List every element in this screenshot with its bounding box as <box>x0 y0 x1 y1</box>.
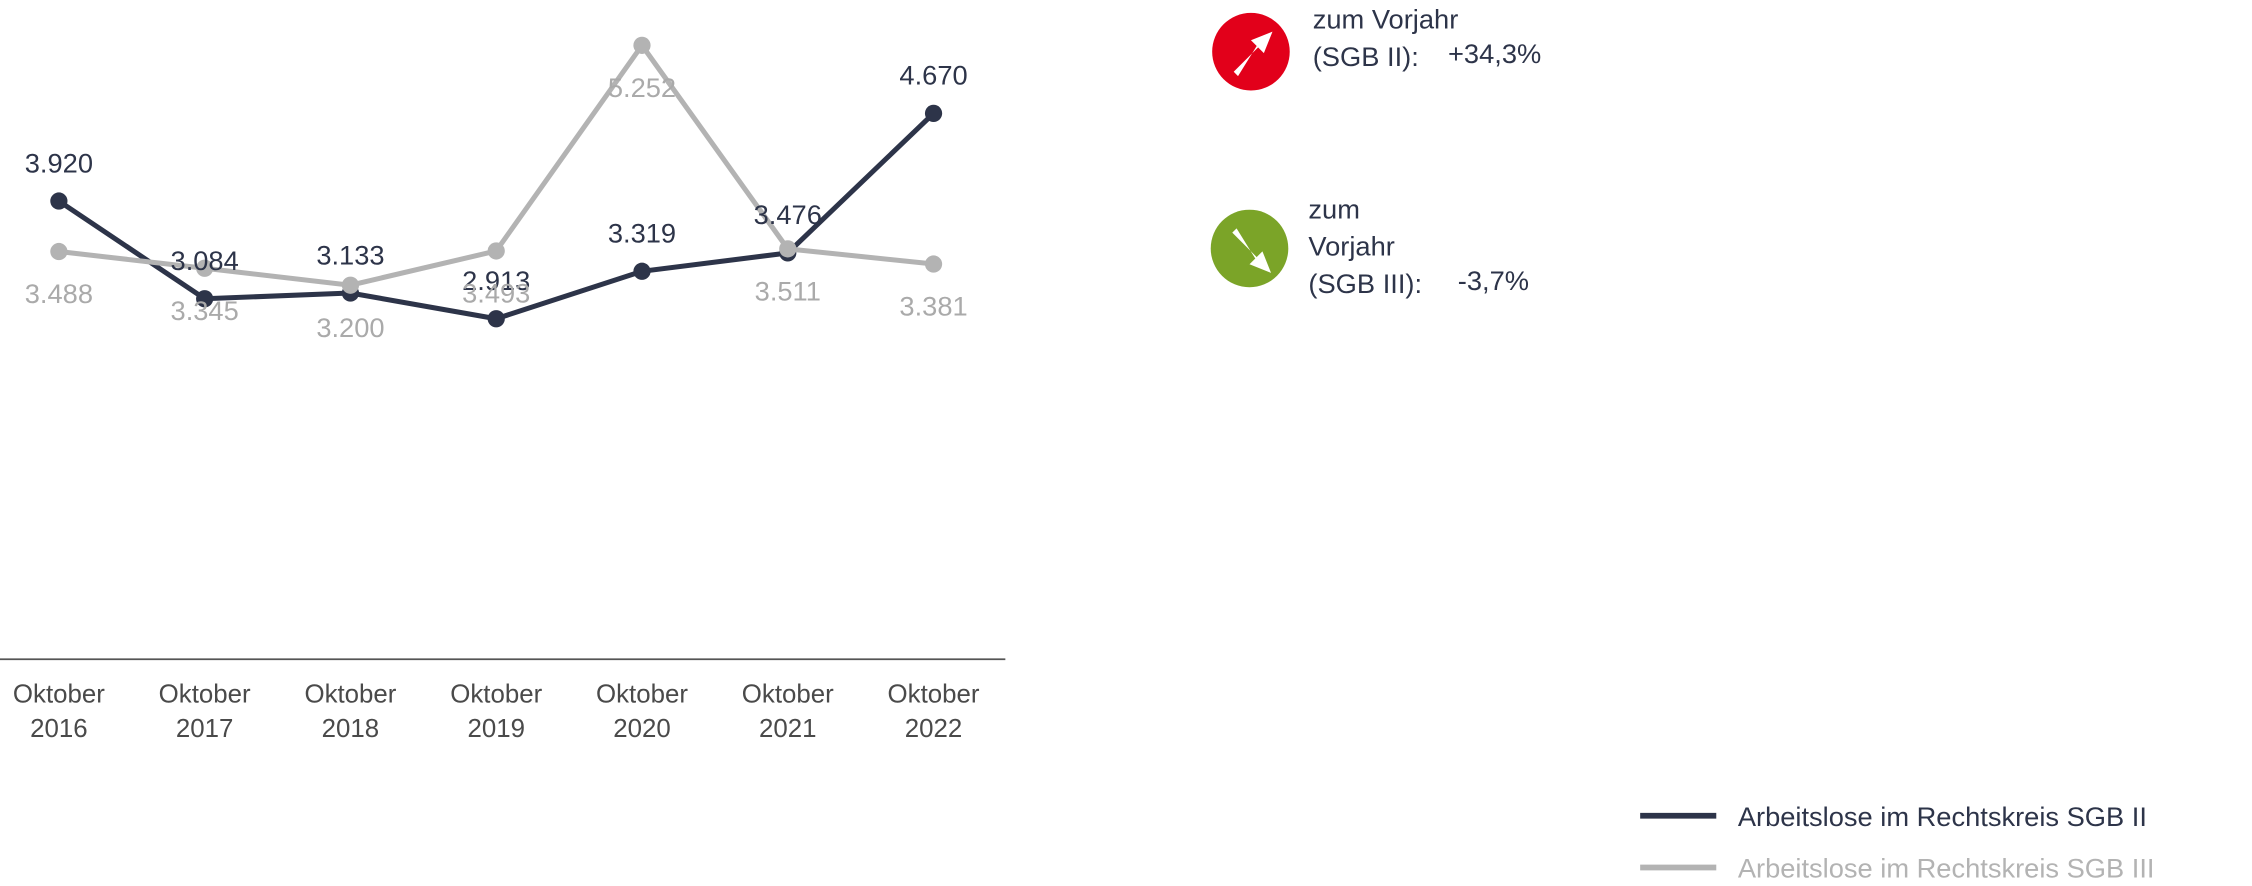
up-arrow <box>1233 31 1273 77</box>
data-label: 3.488 <box>25 278 93 309</box>
point <box>633 262 651 280</box>
x-tick-label: Oktober 2022 <box>887 679 980 743</box>
data-label: 3.200 <box>316 312 384 343</box>
up-icon <box>1212 12 1290 91</box>
x-tick-label: Oktober 2017 <box>158 679 251 743</box>
annotation-text: (SGB III): <box>1308 270 1423 301</box>
x-tick-label: Oktober 2016 <box>12 679 105 743</box>
data-label: 3.381 <box>899 291 967 322</box>
annotation-text: (SGB II): <box>1312 43 1419 74</box>
data-label: 3.345 <box>171 295 239 326</box>
point <box>779 240 797 258</box>
point <box>924 104 943 122</box>
annotation-text: zum <box>1308 195 1360 226</box>
point <box>341 276 360 294</box>
point <box>633 36 651 54</box>
point <box>196 290 214 308</box>
x-tick-label: Oktober 2018 <box>304 679 397 743</box>
data-label: 5.252 <box>608 72 676 103</box>
data-label: 3.476 <box>754 199 822 230</box>
annotation-text: Vorjahr <box>1308 232 1395 263</box>
legend-label: Arbeitslose im Rechtskreis SGB III <box>1738 853 2155 884</box>
legend-label: Arbeitslose im Rechtskreis SGB II <box>1738 801 2147 832</box>
down-icon <box>1210 209 1289 288</box>
down-arrow <box>1232 228 1272 273</box>
point <box>487 310 505 328</box>
data-label: 3.493 <box>462 278 530 309</box>
point <box>50 192 68 210</box>
x-tick-label: Oktober 2019 <box>450 679 543 743</box>
data-label: 3.084 <box>171 245 239 276</box>
annotation-value: +34,3% <box>1447 40 1542 71</box>
data-label: 3.511 <box>755 276 821 307</box>
data-label: 4.670 <box>899 60 967 91</box>
data-label: 3.920 <box>25 147 93 178</box>
x-tick-label: Oktober 2021 <box>741 679 834 743</box>
data-label: 3.319 <box>608 218 676 249</box>
annotation-text: zum Vorjahr <box>1312 5 1459 36</box>
data-label: 3.133 <box>316 239 384 270</box>
data-label: 2.913 <box>462 265 530 296</box>
point <box>924 255 943 273</box>
point <box>196 259 214 277</box>
point <box>487 242 505 260</box>
annotation-value: -3,7% <box>1457 267 1530 298</box>
x-tick-label: Oktober 2020 <box>596 679 688 743</box>
point <box>50 242 68 261</box>
